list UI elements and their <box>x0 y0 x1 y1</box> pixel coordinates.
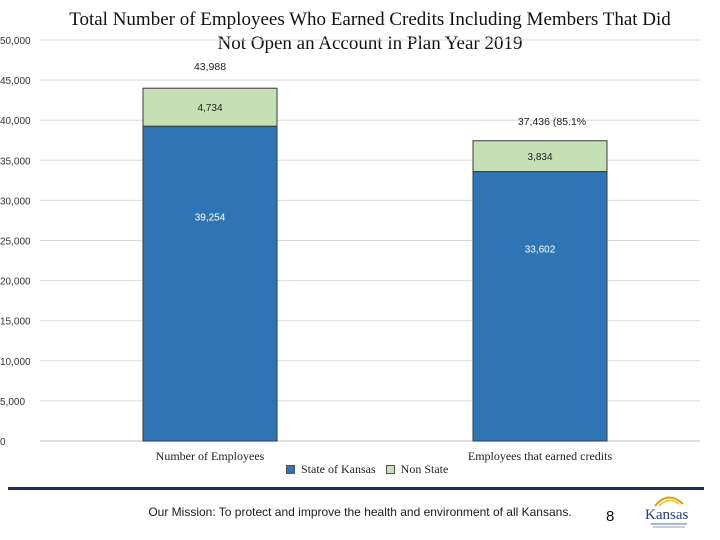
data-labels: 39,254 4,734 43,988 33,602 3,834 37,436 (85.1… <box>194 61 586 255</box>
y-tick-label: 30,000 <box>0 196 31 207</box>
page-number: 8 <box>606 508 615 525</box>
mission-statement: Our Mission: To protect and improve the … <box>148 505 572 519</box>
bar-segment-non-state <box>472 140 608 173</box>
svg-text:Kansas: Kansas <box>645 507 688 523</box>
y-tick-label: 15,000 <box>0 317 31 328</box>
legend-label-state-of-kansas: State of Kansas <box>301 462 376 476</box>
legend-swatch-non-state <box>385 465 395 474</box>
y-tick-label: 20,000 <box>0 277 31 288</box>
total-label: 43,988 <box>194 61 226 73</box>
bars <box>142 87 608 442</box>
data-label: 33,602 <box>525 244 556 255</box>
y-tick-label: 10,000 <box>0 357 31 368</box>
y-tick-label: 50,000 <box>0 36 31 47</box>
y-tick-label: 35,000 <box>0 156 31 167</box>
x-category-label: Employees that earned credits <box>468 449 613 463</box>
kansas-logo: Kansas <box>645 496 688 528</box>
bar-segment-non-state <box>142 87 278 127</box>
y-tick-label: 0 <box>0 437 6 448</box>
y-tick-label: 25,000 <box>0 237 31 248</box>
data-label: 3,834 <box>527 152 552 163</box>
legend: State of Kansas Non State <box>286 462 448 477</box>
x-category-label: Number of Employees <box>156 449 265 463</box>
x-axis-category-labels: Number of Employees Employees that earned… <box>156 449 613 463</box>
total-label: 37,436 (85.1% <box>518 116 586 128</box>
data-label: 39,254 <box>195 213 226 224</box>
footer-divider <box>8 487 704 490</box>
y-tick-label: 5,000 <box>0 397 25 408</box>
legend-label-non-state: Non State <box>400 462 449 476</box>
legend-swatch-state-of-kansas <box>286 465 295 474</box>
bar-segment-state-of-kansas <box>472 171 608 442</box>
chart-title: Total Number of Employees Who Earned Cre… <box>69 9 671 54</box>
stacked-bar-chart: 0 5,000 10,000 15,000 20,000 25,000 30,000 35,0… <box>0 36 700 463</box>
bar-segment-state-of-kansas <box>142 125 278 442</box>
y-axis-tick-labels: 0 5,000 10,000 15,000 20,000 25,000 30,000 35,0… <box>0 36 31 448</box>
data-label: 4,734 <box>197 103 222 114</box>
y-tick-label: 40,000 <box>0 116 31 127</box>
y-tick-label: 45,000 <box>0 76 31 87</box>
